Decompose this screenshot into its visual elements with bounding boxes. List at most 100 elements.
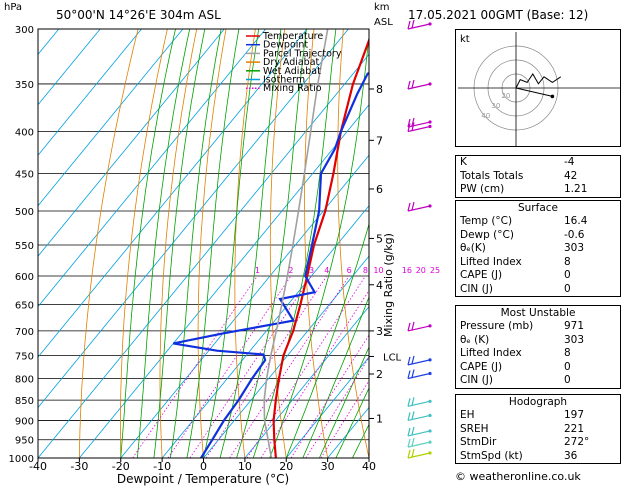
table-row: StmDir 272° [456, 436, 620, 450]
x-tick-label: 0 [200, 460, 207, 473]
storm-motion-point [550, 94, 555, 99]
table-row: SREH 221 [456, 423, 620, 437]
row-label: Lifted Index [460, 255, 522, 268]
wet-adiabat-line [335, 387, 369, 458]
indices-panel: K -4 Totals Totals 42 PW (cm) 1.21 [455, 155, 621, 198]
x-tick-label: 20 [279, 460, 293, 473]
table-row: Pressure (mb) 971 [456, 320, 620, 334]
isotherm-line [38, 29, 142, 156]
row-value: -0.6 [564, 228, 585, 241]
mixing-ratio-label: 8 [363, 266, 368, 275]
mixing-ratio-line [229, 275, 350, 458]
wind-barb [407, 369, 432, 380]
wind-barb [407, 19, 432, 30]
isotherm-line [244, 305, 369, 458]
mixing-ratio-line [260, 289, 369, 458]
series-parcel-trajectory [263, 29, 329, 458]
row-label: θₑ(K) [460, 242, 486, 254]
dry-adiabat-line [234, 29, 256, 458]
wind-barb [407, 426, 432, 437]
wind-barb [407, 79, 432, 90]
wind-barb [407, 438, 432, 448]
table-row: Lifted Index 8 [456, 347, 620, 361]
table-row: StmSpd (kt) 36 [456, 450, 620, 464]
table-row: Dewp (°C) -0.6 [456, 229, 620, 243]
pressure-tick-label: 300 [15, 25, 34, 36]
row-label: Dewp (°C) [460, 228, 514, 241]
pressure-tick-label: 850 [15, 396, 34, 407]
legend-entry: Parcel Trajectory [263, 48, 342, 59]
isotherm-line [79, 104, 369, 458]
row-label: Pressure (mb) [460, 320, 534, 332]
row-label: EH [460, 409, 475, 421]
x-tick-label: -20 [112, 460, 130, 473]
wet-adiabat-line [170, 29, 222, 458]
mixing-ratio-label: 2 [288, 266, 293, 275]
surface-panel: Surface Temp (°C) 16.4 Dewp (°C) -0.6 θₑ(K) 30… [455, 200, 621, 297]
km-tick-label: 1 [376, 412, 383, 425]
most-unstable-panel: Most Unstable Pressure (mb) 971 θₑ (K) 303 Li… [455, 305, 621, 389]
pressure-tick-label: 350 [15, 80, 34, 91]
series-temperature [272, 37, 369, 458]
row-value: 303 [564, 333, 585, 346]
row-value: 0 [564, 360, 571, 373]
hodograph-ring-label: 20 [501, 92, 510, 100]
mixing-ratio-label: 1 [255, 266, 260, 275]
row-value: 36 [564, 449, 578, 462]
km-tick-label: 4 [376, 279, 383, 292]
km-tick-label: 6 [376, 183, 383, 196]
hodograph-trace [515, 73, 562, 89]
wind-barb [407, 355, 432, 366]
row-label: θₑ (K) [460, 333, 490, 346]
mixing-ratio-label: 4 [324, 266, 329, 275]
pressure-tick-label: 900 [15, 416, 34, 427]
wind-barb [407, 122, 432, 133]
table-row: θₑ (K) 303 [456, 334, 620, 348]
row-value: 0 [564, 269, 571, 281]
dry-adiabat-line [269, 29, 287, 458]
pressure-tick-label: 700 [15, 327, 34, 338]
wet-adiabat-line [153, 29, 206, 458]
pressure-tick-label: 1000 [9, 454, 34, 465]
row-value: 272° [564, 436, 590, 448]
lcl-label: LCL [383, 352, 402, 363]
table-row: CAPE (J) 0 [456, 269, 620, 283]
mixing-ratio-line [290, 334, 369, 458]
row-value: 16.4 [564, 215, 588, 227]
copyright-footer: © weatheronline.co.uk [455, 470, 581, 483]
x-tick-label: -30 [70, 460, 88, 473]
row-label: StmDir [460, 436, 497, 448]
table-row: θₑ(K) 303 [456, 242, 620, 256]
table-row: CIN (J) 0 [456, 283, 620, 297]
wind-barb [407, 321, 432, 332]
isotherm-line [161, 205, 369, 458]
wet-adiabat-line [269, 33, 369, 458]
wind-barb [407, 201, 432, 212]
isotherm-line [38, 29, 266, 308]
hodograph-panel: Hodograph EH 197 SREH 221 StmDir 272° StmSpd (k… [455, 394, 621, 464]
row-value: -4 [564, 156, 575, 168]
row-value: 0 [564, 374, 571, 386]
row-label: CIN (J) [460, 282, 493, 295]
series-dewpoint [173, 72, 369, 458]
table-row: CIN (J) 0 [456, 374, 620, 388]
wind-barb [407, 117, 432, 128]
isotherm-line [38, 29, 308, 358]
dry-adiabat-line [159, 29, 198, 458]
wet-adiabat-line [186, 29, 240, 458]
legend-entry: Wet Adiabat [263, 66, 321, 77]
row-value: 971 [564, 320, 585, 332]
mixing-ratio-label: 3 [309, 266, 314, 275]
km-tick-label: 3 [376, 325, 383, 338]
pressure-tick-label: 400 [15, 128, 34, 139]
pressure-tick-label: 800 [15, 374, 34, 385]
wet-adiabat-line [285, 222, 369, 458]
km-tick-label: 5 [376, 232, 383, 245]
table-row: K -4 [456, 156, 620, 170]
wet-adiabat-line [219, 29, 282, 458]
isotherm-line [38, 29, 349, 409]
table-row: CAPE (J) 0 [456, 361, 620, 375]
